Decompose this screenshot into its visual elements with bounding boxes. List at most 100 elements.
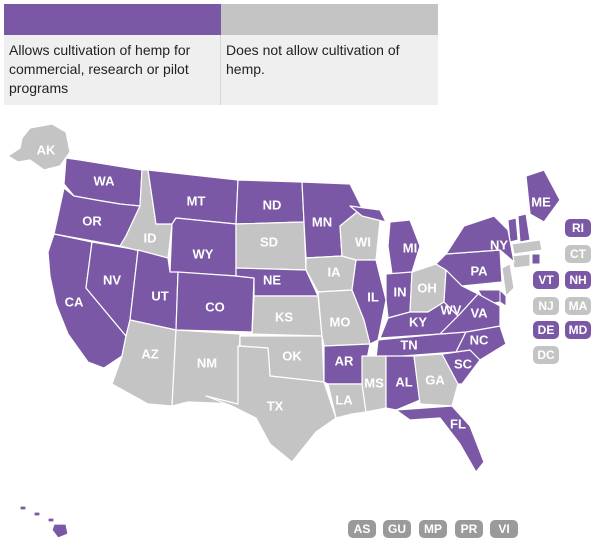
badge-label-vi: VI [498,522,509,536]
state-shape-ri[interactable] [531,253,541,265]
badge-vi[interactable]: VI [490,520,518,538]
state-label-pa: PA [470,264,488,279]
badge-pr[interactable]: PR [455,520,483,538]
badge-label-ma: MA [569,299,588,313]
state-shape-nm[interactable] [171,329,241,407]
badge-bg-vt [533,271,559,289]
badge-bg-gu [383,520,411,538]
map-legend: Allows cultivation of hemp for commercia… [4,4,438,105]
state-shape-fl[interactable] [395,405,485,473]
state-shape-nh[interactable] [517,213,531,243]
state-label-ky: KY [409,315,427,330]
badge-bg-vi [490,520,518,538]
state-shape-ct[interactable] [511,253,531,269]
state-label-ak: AK [37,143,56,158]
state-label-tn: TN [400,338,417,353]
badge-label-nj: NJ [538,299,553,313]
state-shape-ma[interactable] [511,239,543,255]
badge-bg-ma [565,297,591,315]
state-label-wi: WI [355,235,371,250]
state-label-sc: SC [454,357,473,372]
state-label-tx: TX [267,399,284,414]
state-label-nm: NM [197,356,217,371]
badge-bg-de [533,321,559,339]
state-label-nv: NV [103,273,121,288]
state-label-or: OR [82,214,102,229]
state-label-ok: OK [282,349,302,364]
badge-label-dc: DC [537,348,555,362]
state-label-ga: GA [425,373,445,388]
badge-dc[interactable]: DC [533,346,559,364]
state-label-mt: MT [187,194,206,209]
state-label-va: VA [470,306,488,321]
badge-ct[interactable]: CT [565,245,591,263]
state-labels-layer: AK WA OR CA NV ID MT WY UT AZ CO NM ND SD NE KS OK TX MN IA… [37,143,551,513]
state-label-wa: WA [94,174,116,189]
badge-ri[interactable]: RI [565,219,591,237]
state-label-ny: NY [490,238,508,253]
state-label-id: ID [144,231,157,246]
state-shape-ak[interactable] [7,123,71,171]
state-shape-hi[interactable] [19,505,69,539]
badge-label-ri: RI [572,221,584,235]
territory-badges: AS GU MP PR VI [348,520,518,538]
legend-swatch-allow [4,4,221,35]
state-label-ut: UT [151,289,168,304]
state-label-la: LA [335,393,353,408]
badge-bg-ri [565,219,591,237]
state-shape-wv[interactable] [443,269,479,317]
legend-label-allow: Allows cultivation of hemp for commercia… [4,35,221,105]
badge-ma[interactable]: MA [565,297,591,315]
legend-text-row: Allows cultivation of hemp for commercia… [4,35,438,105]
badge-md[interactable]: MD [565,321,591,339]
badge-label-ct: CT [570,247,587,261]
small-state-badges: RI CT VT NH NJ MA DE MD DC [533,219,591,364]
state-label-me: ME [531,195,551,210]
state-label-co: CO [205,300,225,315]
badge-bg-nj [533,297,559,315]
badge-gu[interactable]: GU [383,520,411,538]
legend-label-deny: Does not allow cultivation of hemp. [226,42,400,77]
badge-label-gu: GU [388,522,406,536]
badge-de[interactable]: DE [533,321,559,339]
state-shape-ms[interactable] [361,355,387,413]
state-label-az: AZ [141,347,158,362]
state-shape-al[interactable] [385,355,421,411]
state-label-mo: MO [330,315,351,330]
badge-label-de: DE [538,323,555,337]
badge-nh[interactable]: NH [565,271,591,289]
state-label-nc: NC [470,333,489,348]
state-shape-me[interactable] [525,169,561,223]
badge-bg-dc [533,346,559,364]
state-label-sd: SD [260,235,278,250]
state-label-wv: WV [441,303,462,318]
state-label-wy: WY [193,247,214,262]
legend-swatch-deny [221,4,438,35]
state-label-ms: MS [364,376,384,391]
badge-bg-ct [565,245,591,263]
state-shape-tx[interactable] [205,345,337,463]
badge-label-as: AS [354,522,371,536]
state-shape-la[interactable] [327,383,367,419]
badge-bg-as [348,520,376,538]
state-label-il: IL [367,290,379,305]
state-label-mi: MI [403,241,417,256]
badge-label-pr: PR [461,522,478,536]
badge-label-nh: NH [569,273,586,287]
state-shape-il[interactable] [351,259,387,345]
state-shape-nj[interactable] [501,263,515,298]
state-label-mn: MN [312,215,332,230]
badge-as[interactable]: AS [348,520,376,538]
state-label-oh: OH [417,281,437,296]
badge-mp[interactable]: MP [419,520,447,538]
badge-vt[interactable]: VT [533,271,559,289]
state-label-hi: HI [72,498,85,513]
badge-bg-pr [455,520,483,538]
state-label-ia: IA [328,265,342,280]
state-shape-ga[interactable] [413,353,459,407]
states-layer [7,123,561,539]
badge-nj[interactable]: NJ [533,297,559,315]
state-label-in: IN [394,285,407,300]
state-shape-ny[interactable] [445,215,515,263]
state-label-ne: NE [263,273,281,288]
